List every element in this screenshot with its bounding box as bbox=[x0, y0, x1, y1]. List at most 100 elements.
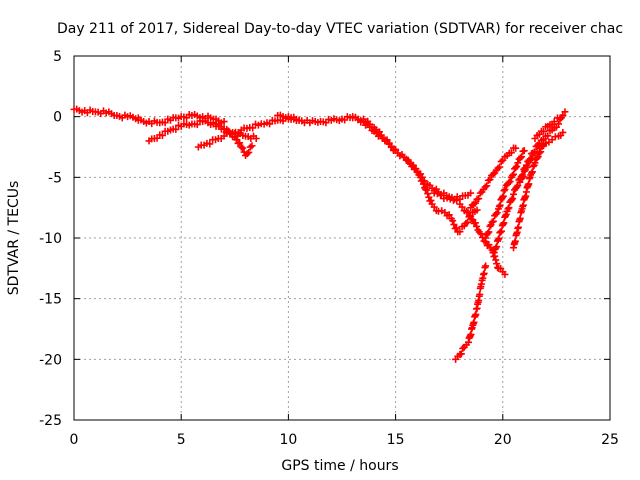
x-tick-label: 15 bbox=[387, 432, 405, 448]
data-point bbox=[513, 183, 521, 191]
data-point bbox=[471, 199, 479, 207]
x-tick-label: 10 bbox=[279, 432, 297, 448]
x-tick-label: 5 bbox=[177, 432, 186, 448]
data-point bbox=[494, 236, 502, 244]
data-point bbox=[482, 262, 490, 270]
data-point bbox=[502, 210, 510, 218]
y-tick-label: -20 bbox=[39, 352, 62, 368]
y-tick-label: -10 bbox=[39, 231, 62, 247]
data-point bbox=[236, 139, 244, 147]
data-point bbox=[467, 189, 475, 197]
chart-title: Day 211 of 2017, Sidereal Day-to-day VTE… bbox=[57, 21, 623, 37]
data-point bbox=[506, 178, 514, 186]
data-point bbox=[495, 234, 503, 242]
data-point bbox=[456, 228, 464, 236]
data-point bbox=[445, 211, 453, 219]
data-point bbox=[524, 163, 532, 171]
y-axis-label: SDTVAR / TECUs bbox=[6, 181, 22, 296]
x-tick-label: 0 bbox=[70, 432, 79, 448]
y-tick-label: -5 bbox=[48, 170, 62, 186]
data-point bbox=[559, 128, 567, 136]
data-point bbox=[449, 217, 457, 225]
data-point bbox=[206, 140, 214, 148]
data-point bbox=[534, 153, 542, 161]
data-point bbox=[501, 185, 509, 193]
data-point bbox=[510, 190, 518, 198]
data-point bbox=[483, 182, 491, 190]
data-point bbox=[220, 118, 228, 126]
data-point bbox=[443, 194, 451, 202]
data-point bbox=[457, 350, 465, 358]
data-point bbox=[473, 222, 481, 230]
data-point bbox=[248, 142, 256, 150]
data-point bbox=[542, 139, 550, 147]
data-point bbox=[519, 173, 527, 181]
data-point bbox=[266, 120, 274, 128]
data-point bbox=[507, 149, 515, 157]
data-point bbox=[359, 118, 367, 126]
data-point bbox=[409, 161, 417, 169]
data-point bbox=[533, 154, 541, 162]
data-point bbox=[476, 290, 484, 298]
data-point bbox=[513, 162, 521, 170]
data-point bbox=[499, 192, 507, 200]
data-point bbox=[492, 210, 500, 218]
y-tick-label: 5 bbox=[53, 49, 62, 65]
data-point bbox=[496, 201, 504, 209]
data-point bbox=[492, 256, 500, 264]
data-point bbox=[526, 156, 534, 164]
data-point bbox=[518, 174, 526, 182]
data-point bbox=[505, 204, 513, 212]
data-point bbox=[531, 159, 539, 167]
data-point bbox=[501, 270, 509, 278]
data-point bbox=[453, 196, 461, 204]
data-point bbox=[458, 203, 466, 211]
axis-ticks: 0 5 10 15 20 25 5 0 -5 -10 -15 -20 -25 bbox=[39, 49, 619, 448]
data-point bbox=[172, 125, 180, 133]
data-point bbox=[161, 119, 169, 127]
data-point bbox=[510, 170, 518, 178]
data-point bbox=[528, 155, 536, 163]
data-point bbox=[497, 227, 505, 235]
data-point bbox=[520, 167, 528, 175]
data-point bbox=[485, 228, 493, 236]
data-point bbox=[544, 132, 552, 140]
data-point bbox=[514, 159, 522, 167]
data-point bbox=[493, 209, 501, 217]
data-point bbox=[237, 143, 245, 151]
data-point bbox=[492, 244, 500, 252]
y-tick-label: -25 bbox=[39, 413, 62, 429]
data-point bbox=[540, 127, 548, 135]
data-point bbox=[528, 169, 536, 177]
data-point bbox=[505, 179, 513, 187]
data-point bbox=[493, 243, 501, 251]
data-point bbox=[471, 219, 479, 227]
data-point bbox=[550, 118, 558, 126]
data-points bbox=[70, 105, 569, 363]
data-point bbox=[512, 144, 520, 152]
y-tick-label: -15 bbox=[39, 292, 62, 308]
data-point bbox=[496, 163, 504, 171]
data-point bbox=[158, 131, 166, 139]
data-point bbox=[555, 120, 563, 128]
data-point bbox=[499, 193, 507, 201]
data-point bbox=[482, 234, 490, 242]
data-point bbox=[450, 221, 458, 229]
data-point bbox=[486, 222, 494, 230]
data-point bbox=[495, 202, 503, 210]
data-point bbox=[486, 176, 494, 184]
data-point bbox=[500, 219, 508, 227]
data-point bbox=[412, 165, 420, 173]
data-point bbox=[500, 187, 508, 195]
data-point bbox=[512, 164, 520, 172]
data-point bbox=[427, 196, 435, 204]
data-point bbox=[518, 153, 526, 161]
data-point bbox=[561, 108, 569, 116]
data-point bbox=[430, 203, 438, 211]
data-point bbox=[424, 190, 432, 198]
x-tick-label: 25 bbox=[601, 432, 619, 448]
data-point bbox=[490, 249, 498, 257]
data-point bbox=[504, 205, 512, 213]
data-point bbox=[252, 135, 260, 143]
